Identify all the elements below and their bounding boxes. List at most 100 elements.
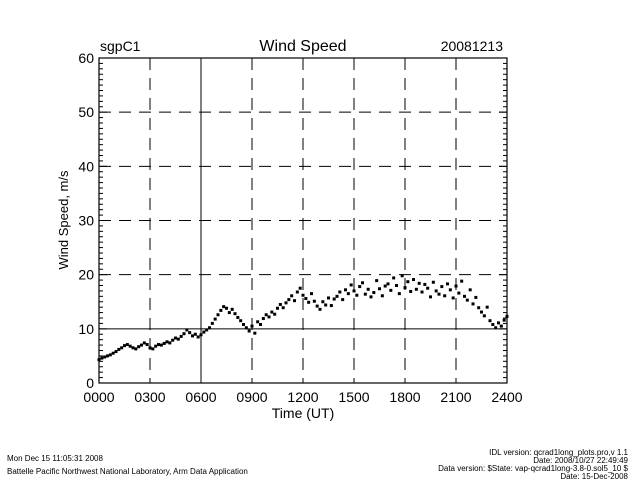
data-point	[111, 351, 115, 355]
data-point	[437, 292, 441, 296]
data-points	[97, 274, 509, 362]
x-tick-label: 0000	[83, 389, 114, 405]
data-point	[468, 288, 472, 292]
data-point	[406, 280, 410, 284]
data-point	[125, 343, 129, 347]
data-point	[140, 343, 144, 347]
data-point	[346, 292, 350, 296]
data-point	[287, 298, 291, 302]
data-point	[137, 345, 141, 349]
data-point	[378, 287, 382, 291]
data-point	[451, 296, 455, 300]
data-point	[375, 279, 379, 283]
data-point	[417, 281, 421, 285]
footer-idl-date: Date: 2008/10/27 22:49:49	[533, 456, 628, 465]
data-point	[321, 300, 325, 304]
footer-organization: Battelle Pacific Northwest National Labo…	[7, 467, 248, 476]
data-point	[196, 335, 200, 339]
data-point	[162, 341, 166, 345]
data-point	[128, 344, 132, 348]
data-point	[253, 331, 257, 335]
x-tick-label: 1200	[287, 389, 318, 405]
data-point	[261, 317, 265, 321]
data-point	[120, 346, 124, 350]
data-point	[205, 328, 209, 332]
data-point	[225, 306, 229, 310]
data-point	[301, 293, 305, 297]
data-point	[267, 315, 271, 319]
data-point	[236, 315, 240, 319]
data-point	[193, 332, 197, 336]
data-point	[423, 282, 427, 286]
data-point	[250, 324, 254, 328]
data-point	[154, 344, 158, 348]
data-point	[295, 290, 299, 294]
data-point	[179, 334, 183, 338]
data-point	[310, 292, 314, 296]
x-axis-label: Time (UT)	[272, 405, 334, 421]
data-point	[304, 297, 308, 300]
data-point	[338, 290, 342, 294]
data-point	[414, 287, 418, 291]
footer-data-date: Date: 15-Dec-2008	[560, 472, 628, 480]
data-point	[117, 347, 121, 351]
y-tick-label: 30	[78, 213, 94, 229]
data-point	[219, 308, 223, 312]
data-point	[341, 298, 345, 302]
data-point	[446, 282, 450, 286]
data-point	[499, 324, 503, 328]
data-point	[327, 296, 331, 300]
x-tick-label: 0300	[134, 389, 165, 405]
data-point	[482, 314, 486, 318]
data-point	[199, 333, 203, 337]
data-point	[182, 332, 186, 336]
data-point	[480, 310, 484, 314]
data-point	[191, 334, 195, 338]
data-point	[460, 279, 464, 283]
data-point	[392, 276, 396, 280]
y-tick-label: 20	[78, 267, 94, 283]
footer-timestamp: Mon Dec 15 11:05:31 2008	[7, 454, 103, 463]
data-point	[443, 294, 447, 298]
data-point	[239, 319, 243, 323]
data-point	[171, 338, 175, 342]
data-point	[403, 286, 407, 290]
data-point	[395, 284, 399, 287]
data-point	[298, 286, 302, 290]
data-point	[412, 278, 416, 282]
data-point	[165, 340, 169, 344]
data-point	[145, 343, 149, 347]
data-point	[100, 356, 104, 360]
data-point	[431, 280, 435, 284]
data-point	[366, 287, 370, 291]
data-point	[502, 318, 506, 322]
data-point	[329, 304, 333, 308]
data-point	[222, 305, 226, 309]
data-point	[372, 291, 376, 295]
date-label: 20081213	[441, 38, 504, 54]
x-tick-labels: 0000 0300 0600 0900 1200 1500 1800 2100 2400	[83, 389, 522, 405]
data-point	[344, 288, 348, 292]
data-point	[477, 306, 481, 310]
data-point	[293, 299, 297, 303]
site-label: sgpC1	[100, 38, 141, 54]
data-point	[244, 326, 248, 330]
data-point	[108, 353, 112, 357]
y-tick-labels: 0 10 20 30 40 50 60	[78, 50, 94, 391]
data-point	[429, 295, 433, 299]
data-point	[369, 295, 373, 299]
data-point	[457, 291, 461, 295]
data-point	[454, 284, 458, 288]
data-point	[349, 283, 353, 287]
grid-lines	[99, 58, 507, 383]
data-point	[312, 299, 316, 303]
data-point	[420, 290, 424, 294]
data-point	[307, 300, 311, 304]
data-point	[332, 297, 336, 301]
data-point	[264, 313, 268, 317]
data-point	[400, 274, 404, 278]
x-tick-label: 1500	[338, 389, 369, 405]
axis-ticks	[99, 57, 507, 384]
